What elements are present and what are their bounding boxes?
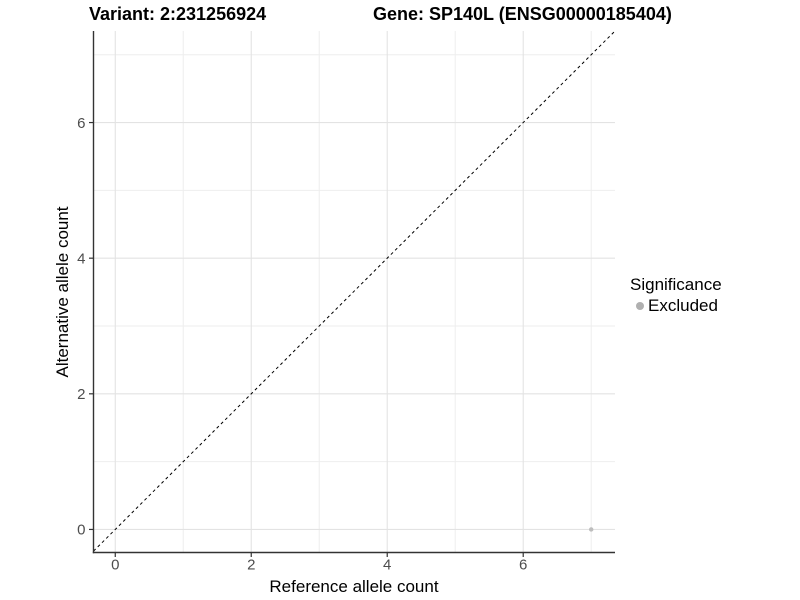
data-points	[589, 527, 594, 532]
legend-item-label: Excluded	[648, 296, 718, 315]
y-tick-labels: 0 2 4 6	[77, 115, 85, 539]
svg-text:2: 2	[77, 386, 85, 403]
legend-title: Significance	[630, 275, 722, 294]
y-ticks	[89, 121, 94, 531]
legend-key-dot	[636, 301, 644, 310]
svg-text:2: 2	[247, 557, 255, 574]
svg-text:0: 0	[111, 557, 119, 574]
grid-major	[93, 31, 615, 553]
svg-text:4: 4	[77, 250, 85, 267]
x-ticks	[114, 552, 524, 557]
legend: Significance Excluded	[630, 275, 722, 316]
plot-title-variant: Variant: 2:231256924	[89, 4, 267, 24]
svg-text:6: 6	[519, 557, 527, 574]
y-axis-title: Alternative allele count	[53, 206, 72, 377]
svg-text:4: 4	[383, 557, 391, 574]
svg-text:6: 6	[77, 115, 85, 132]
x-tick-labels: 0 2 4 6	[111, 557, 527, 574]
grid-minor	[93, 31, 615, 553]
x-axis-title: Reference allele count	[269, 577, 438, 596]
legend-item: Excluded	[630, 296, 722, 315]
plot-title-gene: Gene: SP140L (ENSG00000185404)	[373, 4, 672, 24]
identity-line-group	[93, 30, 616, 552]
legend-items: Excluded	[630, 296, 722, 315]
axes	[92, 31, 615, 554]
svg-text:0: 0	[77, 522, 85, 539]
